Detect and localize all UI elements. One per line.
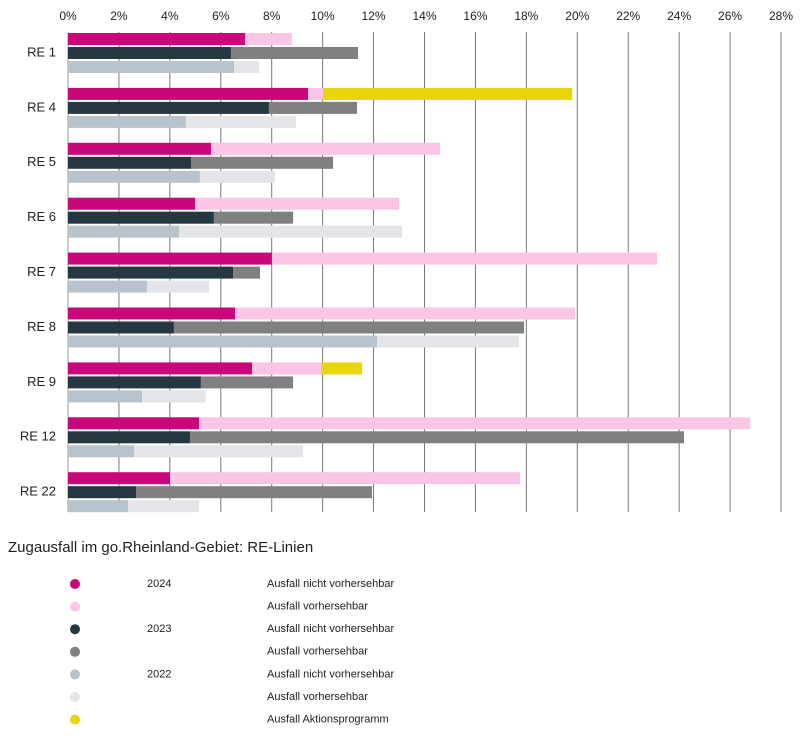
x-tick-label: 26% [718, 9, 742, 23]
bar-segment [68, 61, 235, 73]
x-tick-label: 22% [616, 9, 640, 23]
bar-segment [142, 390, 207, 403]
bar-segment [68, 321, 174, 334]
bar-segment [68, 101, 269, 114]
bar-segment [68, 472, 171, 485]
bar-segment [146, 280, 210, 293]
bar-segment [135, 486, 373, 499]
legend-swatch [70, 601, 80, 612]
bar-segment [68, 362, 253, 375]
x-tick-label: 28% [769, 9, 793, 23]
legend-swatch [70, 579, 80, 589]
legend-year: 2022 [147, 668, 171, 680]
x-tick-label: 20% [565, 9, 589, 23]
x-tick-label: 2% [110, 9, 128, 23]
bar-segment [200, 376, 294, 389]
bar-segment [252, 362, 322, 375]
bar-segment [68, 280, 147, 293]
legend-swatch [70, 624, 80, 635]
legend-year: 2023 [147, 623, 171, 635]
bar-segment [68, 307, 236, 320]
bar-segment [195, 197, 400, 210]
x-tick-label: 18% [514, 9, 538, 23]
bar-segment [68, 252, 272, 265]
legend-label: Ausfall nicht vorhersehbar [267, 623, 395, 635]
bar-segment [68, 87, 309, 100]
bar-segment [68, 142, 212, 155]
bar-segment [268, 101, 358, 114]
y-tick-label: RE 9 [27, 374, 56, 389]
bar-segment [68, 376, 201, 389]
bar-segment [377, 335, 519, 348]
legend-label: Ausfall vorhersehbar [267, 646, 368, 658]
bar-segment [68, 225, 180, 238]
bar-segment [68, 115, 186, 128]
y-tick-label: RE 1 [27, 44, 56, 59]
legend-swatch [70, 646, 80, 657]
y-tick-label: RE 12 [20, 429, 56, 444]
bar-segment [68, 266, 234, 279]
x-tick-label: 12% [362, 9, 386, 23]
x-tick-label: 14% [412, 9, 436, 23]
x-tick-label: 6% [212, 9, 230, 23]
bar-segment [128, 500, 200, 513]
legend-label: Ausfall nicht vorhersehbar [267, 668, 395, 680]
y-tick-label: RE 22 [20, 484, 56, 499]
bar-segment [179, 225, 403, 238]
bar-segment [189, 431, 684, 444]
bar-segment [323, 87, 573, 100]
y-tick-label: RE 4 [27, 99, 56, 114]
legend-label: Ausfall vorhersehbar [267, 601, 368, 613]
bar-segment [271, 252, 657, 265]
bar-segment [213, 211, 294, 224]
legend-swatch [70, 692, 80, 702]
bar-segment [199, 170, 276, 183]
bar-segment [68, 445, 134, 458]
x-tick-label: 4% [161, 9, 179, 23]
legend-label: Ausfall vorhersehbar [267, 691, 368, 703]
bar-segment [233, 266, 261, 279]
bar-segment [68, 197, 196, 210]
bar-segment [68, 486, 136, 499]
bar-segment [68, 211, 214, 224]
bar-segment [68, 156, 191, 169]
legend-swatch [70, 669, 80, 680]
x-tick-label: 0% [59, 9, 77, 23]
bar-segment [68, 47, 231, 59]
bar-segment [68, 33, 245, 45]
bar-segment [68, 170, 200, 183]
bar-segment [68, 417, 200, 430]
bar-segment [230, 47, 359, 59]
bar-segment [211, 142, 441, 155]
y-tick-label: RE 6 [27, 209, 56, 224]
legend-label: Ausfall Aktionsprogramm [267, 714, 389, 726]
bar-segment [170, 472, 520, 485]
bar-segment [321, 362, 363, 375]
bar-segment [68, 500, 129, 513]
bar-segment [68, 335, 378, 348]
legend-label: Ausfall nicht vorhersehbar [267, 578, 395, 590]
legend-swatch [70, 714, 80, 725]
x-tick-label: 24% [667, 9, 691, 23]
bar-segment [185, 115, 297, 128]
bar-segment [199, 417, 751, 430]
bar-segment [234, 61, 259, 73]
x-tick-label: 8% [263, 9, 281, 23]
bar-segment [235, 307, 575, 320]
bar-segment [190, 156, 334, 169]
bar-segment [133, 445, 304, 458]
y-tick-label: RE 7 [27, 264, 56, 279]
bar-segment [68, 431, 190, 444]
y-tick-label: RE 8 [27, 319, 56, 334]
x-tick-label: 10% [311, 9, 335, 23]
legend-year: 2024 [147, 578, 171, 590]
bar-segment [68, 390, 143, 403]
y-tick-label: RE 5 [27, 154, 56, 169]
chart-title: Zugausfall im go.Rheinland-Gebiet: RE-Li… [8, 539, 313, 556]
bar-segment [308, 87, 324, 100]
bar-segment [173, 321, 525, 334]
x-tick-label: 16% [463, 9, 487, 23]
bar-segment [244, 33, 293, 45]
